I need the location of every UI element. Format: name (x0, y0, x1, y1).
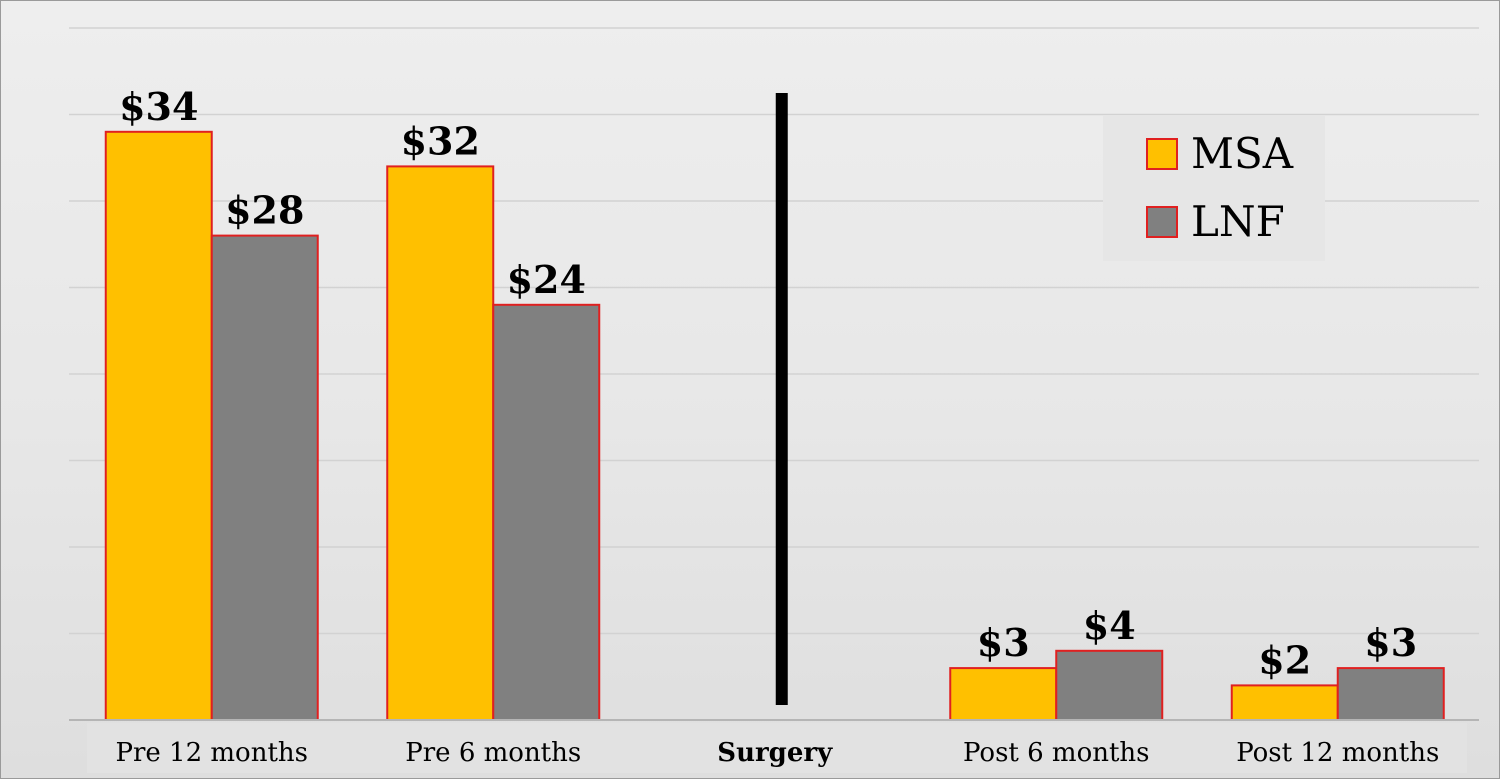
data-label: $3 (1364, 620, 1417, 665)
data-label: $34 (119, 84, 198, 129)
legend-box (1103, 115, 1325, 261)
data-label: $2 (1258, 637, 1311, 682)
x-tick-label: Pre 6 months (405, 738, 581, 768)
bar-msa (386, 165, 495, 721)
x-tick-label: Post 6 months (963, 738, 1150, 768)
bar-lnf (1336, 667, 1445, 721)
data-label: $24 (507, 257, 586, 302)
legend-swatch-lnf (1146, 206, 1178, 238)
bar-lnf (1055, 649, 1164, 721)
bar-lnf (492, 303, 601, 721)
data-label: $32 (401, 118, 480, 163)
bar-msa (1230, 684, 1339, 722)
x-tick-label: Surgery (717, 738, 833, 768)
data-label: $4 (1083, 603, 1136, 648)
x-tick-label: Post 12 months (1236, 738, 1439, 768)
legend-swatch-msa (1146, 138, 1178, 170)
x-axis-band (87, 723, 1467, 773)
legend-label-lnf: LNF (1191, 197, 1285, 246)
bar-lnf (210, 234, 319, 721)
bar-msa (949, 667, 1058, 721)
bar-msa (104, 130, 213, 722)
legend-label-msa: MSA (1191, 129, 1294, 178)
data-label: $28 (225, 188, 304, 233)
data-label: $3 (977, 620, 1030, 665)
x-tick-label: Pre 12 months (115, 738, 308, 768)
